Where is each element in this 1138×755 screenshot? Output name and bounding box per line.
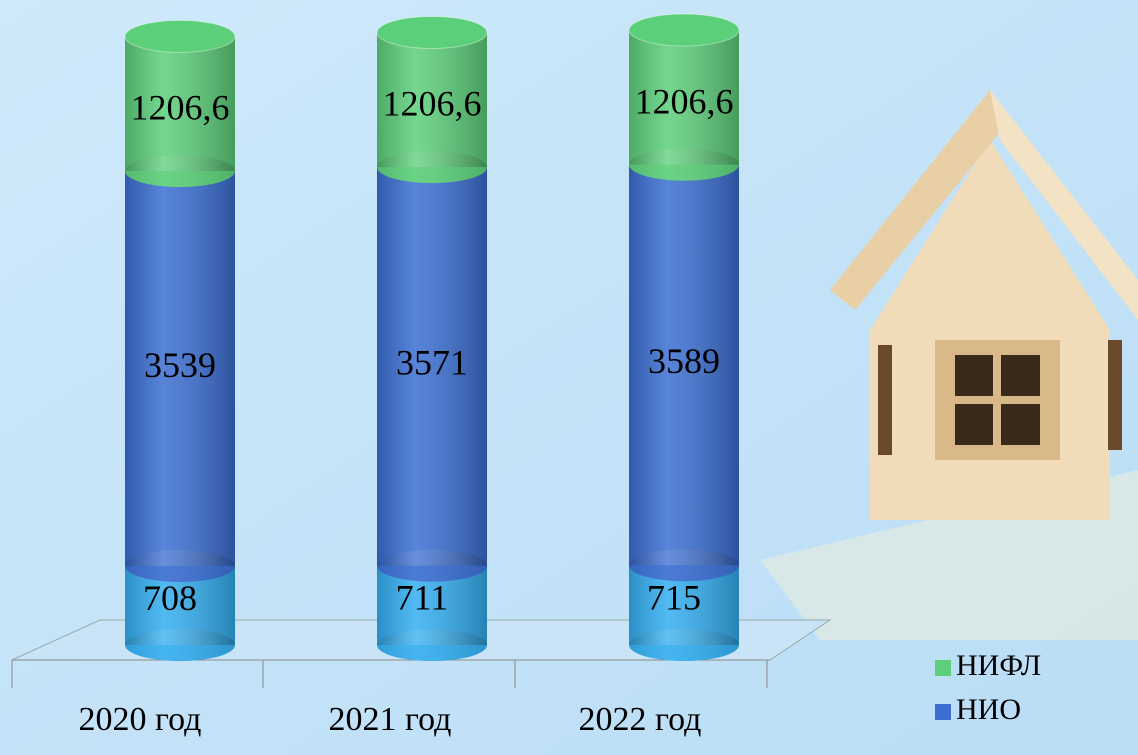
value-label: 1206,6 xyxy=(383,84,482,124)
segment-curve-shade xyxy=(629,629,739,661)
chart: 708 3539 1206,6 2020 год 711 3571 1206,6 2021 г… xyxy=(0,0,1138,755)
value-label: 3589 xyxy=(648,341,720,381)
legend-label: НИФЛ xyxy=(956,649,1041,682)
value-label: 3539 xyxy=(144,345,216,385)
legend-swatch xyxy=(935,704,951,720)
segment-curve-shade xyxy=(377,629,487,661)
segment-curve-shade xyxy=(629,149,739,181)
value-label: 3571 xyxy=(396,343,468,383)
value-label: 711 xyxy=(396,578,449,618)
value-label: 1206,6 xyxy=(635,81,734,121)
x-tick-label: 2022 год xyxy=(579,701,702,738)
value-label: 715 xyxy=(647,577,701,617)
segment-curve-shade xyxy=(125,155,235,187)
cylinder-cap xyxy=(629,14,739,46)
segment-curve-shade xyxy=(377,151,487,183)
legend-swatch xyxy=(935,660,951,676)
value-label: 708 xyxy=(143,578,197,618)
value-label: 1206,6 xyxy=(131,88,230,128)
segment-curve-shade xyxy=(125,629,235,661)
cylinder-cap xyxy=(125,20,235,52)
cylinder-cap xyxy=(377,16,487,48)
x-tick-label: 2021 год xyxy=(329,701,452,738)
x-tick-label: 2020 год xyxy=(79,701,202,738)
legend-label: НИО xyxy=(956,693,1021,726)
